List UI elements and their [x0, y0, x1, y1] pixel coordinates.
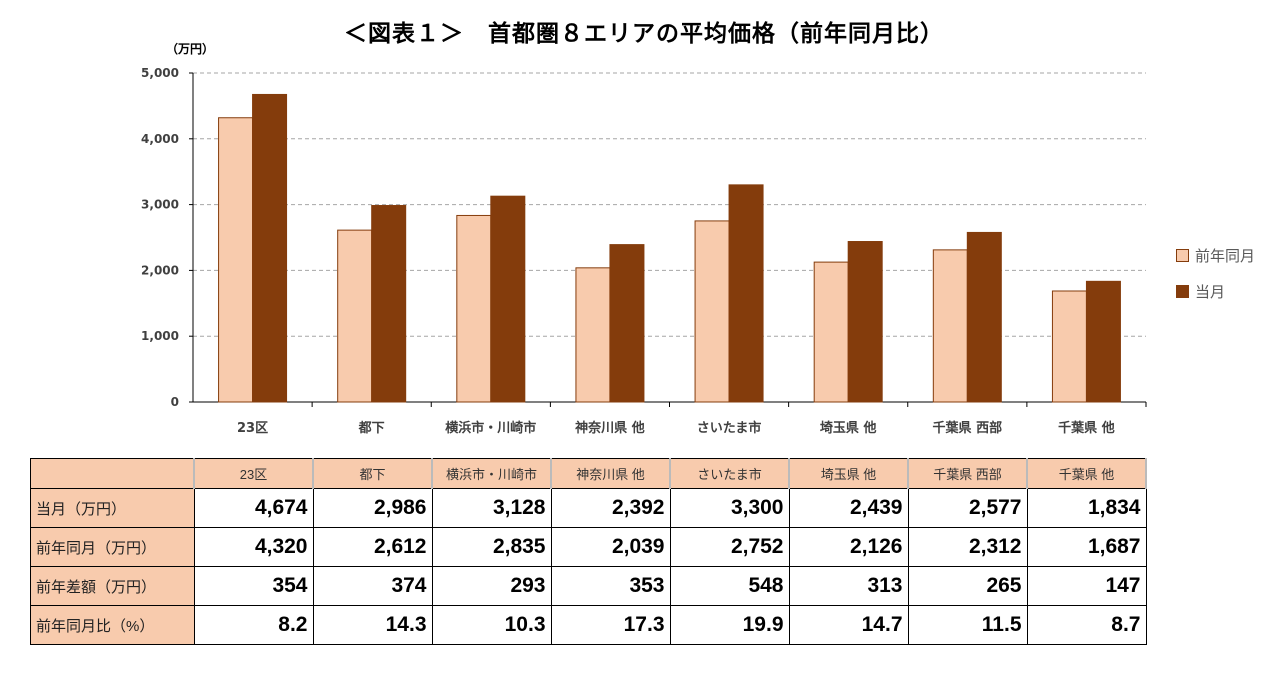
y-tick-label: 1,000: [141, 329, 179, 343]
table-cell: 374: [312, 566, 433, 606]
table-cell: 354: [193, 566, 314, 606]
x-tick-label: 横浜市・川崎市: [445, 420, 536, 436]
bar-previous: [575, 267, 611, 403]
table-cell: 147: [1026, 566, 1147, 606]
x-tick-label: さいたま市: [697, 420, 762, 436]
x-tick-label: 23区: [237, 421, 268, 436]
column-header: 神奈川県 他: [550, 458, 671, 489]
x-tick-label: 埼玉県 他: [820, 420, 877, 436]
table-cell: 313: [788, 566, 909, 606]
y-axis-unit: （万円）: [166, 41, 214, 56]
table-cell: 14.3: [312, 605, 433, 645]
x-tick-label: 都下: [358, 420, 385, 436]
table-cell: 548: [669, 566, 790, 606]
column-header: 都下: [312, 458, 433, 489]
table-cell: 4,320: [193, 527, 314, 567]
table-cell: 10.3: [431, 605, 552, 645]
table-header-row: 23区 都下 横浜市・川崎市 神奈川県 他さいたま市 埼玉県 他千葉県 西部 千葉県 他: [30, 458, 1147, 489]
bar-previous: [813, 261, 849, 403]
legend-item-current: 当月: [1176, 281, 1225, 302]
table-cell: 2,392: [550, 488, 671, 528]
table-cell: 19.9: [669, 605, 790, 645]
table-cell: 14.7: [788, 605, 909, 645]
x-tick-label: 千葉県 西部: [933, 420, 1003, 436]
y-tick-label: 5,000: [141, 66, 179, 80]
y-tick-label: 4,000: [141, 132, 179, 146]
table-cell: 2,835: [431, 527, 552, 567]
table-cell: 1,834: [1026, 488, 1147, 528]
bar-previous: [218, 117, 254, 403]
x-tick-label: 神奈川県 他: [575, 420, 645, 436]
y-tick-label: 2,000: [141, 263, 179, 277]
row-label: 前年同月比（%）: [30, 605, 195, 645]
bar-previous: [1051, 290, 1087, 403]
table-cell: 1,687: [1026, 527, 1147, 567]
bar-previous: [932, 249, 968, 403]
table-cell: 2,577: [907, 488, 1028, 528]
table-cell: 8.2: [193, 605, 314, 645]
table-cell: 2,439: [788, 488, 909, 528]
table-row: 当月（万円） 4,674 2,986 3,128 2,392 3,300 2,439 2,57…: [30, 488, 1147, 528]
column-header: 千葉県 西部: [907, 458, 1028, 489]
bar-previous: [694, 220, 730, 403]
legend-item-previous: 前年同月: [1176, 245, 1255, 266]
bar-current: [728, 184, 764, 403]
legend-swatch: [1176, 285, 1189, 298]
column-header: 23区: [193, 458, 314, 489]
column-header: 埼玉県 他: [788, 458, 909, 489]
table-cell: 11.5: [907, 605, 1028, 645]
bar-chart: （万円） 0 1,000 2,000 3,000 4,000 5,000 23区 都下 横浜市・川…: [141, 41, 1147, 436]
data-table: 23区 都下 横浜市・川崎市 神奈川県 他さいたま市 埼玉県 他千葉県 西部 千葉県 他当…: [30, 458, 1147, 645]
legend-label: 当月: [1195, 283, 1226, 301]
bar-previous: [337, 229, 373, 403]
y-tick-label: 0: [171, 395, 179, 409]
table-cell: 2,612: [312, 527, 433, 567]
x-tick-label: 千葉県 他: [1058, 420, 1115, 436]
table-row: 前年差額（万円） 354 374 293 353 548 313 265 147: [30, 566, 1147, 606]
bar-previous: [456, 214, 492, 403]
legend-swatch: [1176, 249, 1189, 262]
column-header: 千葉県 他: [1026, 458, 1147, 489]
table-corner: [30, 458, 195, 489]
column-header: 横浜市・川崎市: [431, 458, 552, 489]
table-row: 前年同月比（%） 8.2 14.3 10.3 17.3 19.9 14.7 11.5 8.7: [30, 605, 1147, 645]
table-cell: 2,312: [907, 527, 1028, 567]
table-cell: 2,752: [669, 527, 790, 567]
bar-current: [252, 93, 288, 403]
table-cell: 8.7: [1026, 605, 1147, 645]
bar-current: [609, 244, 645, 403]
bar-current: [371, 205, 407, 403]
table-row: 前年同月（万円） 4,320 2,612 2,835 2,039 2,752 2,126 2,…: [30, 527, 1147, 567]
bar-current: [490, 195, 526, 403]
bar-current: [847, 241, 883, 403]
table-cell: 3,128: [431, 488, 552, 528]
table-cell: 3,300: [669, 488, 790, 528]
bar-current: [1085, 280, 1121, 403]
legend-label: 前年同月: [1195, 247, 1256, 265]
table-cell: 293: [431, 566, 552, 606]
column-header: さいたま市: [669, 458, 790, 489]
chart-title: ＜図表１＞ 首都圏８エリアの平均価格（前年同月比）: [344, 21, 944, 47]
table-cell: 4,674: [193, 488, 314, 528]
y-tick-label: 3,000: [141, 198, 179, 212]
table-cell: 2,126: [788, 527, 909, 567]
table-cell: 2,039: [550, 527, 671, 567]
table-cell: 353: [550, 566, 671, 606]
row-label: 前年同月（万円）: [30, 527, 195, 567]
table-cell: 2,986: [312, 488, 433, 528]
bar-current: [966, 231, 1002, 403]
row-label: 当月（万円）: [30, 488, 195, 528]
row-label: 前年差額（万円）: [30, 566, 195, 606]
table-cell: 17.3: [550, 605, 671, 645]
table-cell: 265: [907, 566, 1028, 606]
